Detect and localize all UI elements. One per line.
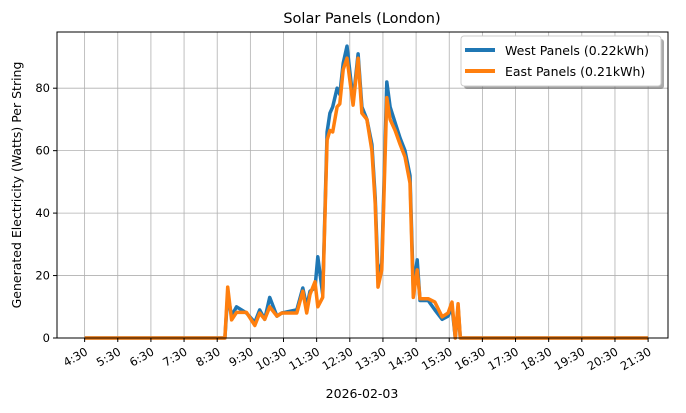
- x-tick-label: 11:30: [286, 344, 322, 373]
- x-tick-label: 5:30: [94, 344, 123, 369]
- x-axis-label: 2026-02-03: [326, 386, 399, 401]
- y-axis-label: Generated Electricity (Watts) Per String: [9, 62, 24, 309]
- y-tick-label: 60: [35, 144, 50, 158]
- plot-frame: [56, 31, 669, 339]
- x-tick-label: 18:30: [518, 344, 554, 373]
- x-tick-label: 9:30: [226, 344, 255, 369]
- legend: West Panels (0.22kWh) East Panels (0.21k…: [460, 35, 664, 89]
- y-tick-label: 80: [35, 81, 50, 95]
- x-tick-label: 7:30: [160, 344, 189, 369]
- legend-label-east: East Panels (0.21kWh): [505, 64, 645, 79]
- y-tick-label: 20: [35, 269, 50, 283]
- x-tick-label: 13:30: [353, 344, 389, 373]
- y-tick-label: 40: [35, 206, 50, 220]
- x-tick-label: 20:30: [585, 344, 621, 373]
- x-tick-label: 14:30: [386, 344, 422, 373]
- x-tick-label: 21:30: [618, 344, 654, 373]
- series-line-west: [84, 44, 649, 340]
- x-tick-label: 15:30: [419, 344, 455, 373]
- y-axis-ticks: 0 20 40 60 80: [35, 81, 57, 345]
- x-tick-label: 16:30: [452, 344, 488, 373]
- x-tick-label: 4:30: [61, 344, 90, 369]
- x-tick-label: 8:30: [193, 344, 222, 369]
- x-tick-label: 17:30: [485, 344, 521, 373]
- y-tick-label: 0: [43, 331, 50, 345]
- chart-title: Solar Panels (London): [283, 11, 440, 27]
- x-tick-label: 12:30: [320, 344, 356, 373]
- x-tick-label: 19:30: [552, 344, 588, 373]
- x-tick-label: 6:30: [127, 344, 156, 369]
- x-tick-label: 10:30: [253, 344, 289, 373]
- series-line-east: [84, 56, 649, 340]
- x-axis-ticks: 4:30 5:30 6:30 7:30 8:30 9:3010:3011:3012:301…: [61, 338, 654, 373]
- legend-label-west: West Panels (0.22kWh): [505, 43, 649, 58]
- series-lines: [84, 44, 649, 340]
